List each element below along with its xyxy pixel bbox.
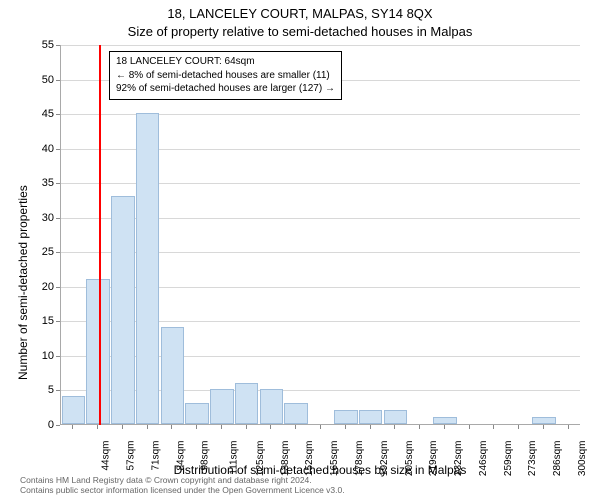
info-box-line: 18 LANCELEY COURT: 64sqm: [116, 55, 335, 69]
histogram-bar: [334, 410, 358, 424]
y-tick-mark: [56, 321, 60, 322]
x-tick-mark: [370, 425, 371, 429]
plot-area: 18 LANCELEY COURT: 64sqm← 8% of semi-det…: [60, 45, 580, 425]
footer: Contains HM Land Registry data © Crown c…: [20, 475, 345, 496]
x-tick-mark: [295, 425, 296, 429]
x-tick-mark: [493, 425, 494, 429]
histogram-bar: [62, 396, 86, 424]
y-tick-label: 40: [0, 143, 54, 155]
chart-title-line2: Size of property relative to semi-detach…: [0, 24, 600, 39]
x-tick-mark: [469, 425, 470, 429]
histogram-bar: [433, 417, 457, 424]
y-tick-label: 30: [0, 212, 54, 224]
x-tick-mark: [221, 425, 222, 429]
y-tick-mark: [56, 252, 60, 253]
y-tick-mark: [56, 425, 60, 426]
footer-line2: Contains public sector information licen…: [20, 485, 345, 496]
x-tick-mark: [568, 425, 569, 429]
y-tick-mark: [56, 80, 60, 81]
y-tick-label: 55: [0, 39, 54, 51]
histogram-bar: [210, 389, 234, 424]
x-tick-mark: [394, 425, 395, 429]
y-tick-label: 35: [0, 177, 54, 189]
y-tick-mark: [56, 218, 60, 219]
x-tick-mark: [147, 425, 148, 429]
x-tick-mark: [196, 425, 197, 429]
x-tick-mark: [518, 425, 519, 429]
histogram-bar: [284, 403, 308, 424]
y-tick-label: 0: [0, 419, 54, 431]
y-tick-label: 15: [0, 315, 54, 327]
x-tick-mark: [72, 425, 73, 429]
x-tick-mark: [419, 425, 420, 429]
x-tick-mark: [97, 425, 98, 429]
histogram-bar: [161, 327, 185, 424]
histogram-bar: [532, 417, 556, 424]
histogram-bar: [384, 410, 408, 424]
y-tick-mark: [56, 356, 60, 357]
y-tick-mark: [56, 149, 60, 150]
x-tick-mark: [246, 425, 247, 429]
footer-line1: Contains HM Land Registry data © Crown c…: [20, 475, 345, 486]
histogram-bar: [185, 403, 209, 424]
x-tick-mark: [270, 425, 271, 429]
histogram-bar: [235, 383, 259, 424]
y-tick-mark: [56, 390, 60, 391]
y-tick-label: 25: [0, 246, 54, 258]
histogram-bar: [111, 196, 135, 424]
info-box: 18 LANCELEY COURT: 64sqm← 8% of semi-det…: [109, 51, 342, 100]
y-tick-mark: [56, 287, 60, 288]
y-tick-label: 45: [0, 108, 54, 120]
info-box-line: ← 8% of semi-detached houses are smaller…: [116, 69, 335, 83]
x-tick-mark: [320, 425, 321, 429]
info-box-line: 92% of semi-detached houses are larger (…: [116, 82, 335, 96]
reference-line: [99, 45, 101, 425]
x-tick-mark: [444, 425, 445, 429]
y-tick-label: 50: [0, 74, 54, 86]
y-tick-mark: [56, 183, 60, 184]
chart-title-line1: 18, LANCELEY COURT, MALPAS, SY14 8QX: [0, 6, 600, 21]
histogram-bar: [359, 410, 383, 424]
y-tick-label: 5: [0, 384, 54, 396]
x-tick-mark: [543, 425, 544, 429]
y-tick-mark: [56, 114, 60, 115]
x-tick-mark: [345, 425, 346, 429]
x-tick-mark: [171, 425, 172, 429]
histogram-bar: [260, 389, 284, 424]
y-tick-label: 10: [0, 350, 54, 362]
y-tick-mark: [56, 45, 60, 46]
y-tick-label: 20: [0, 281, 54, 293]
x-tick-mark: [122, 425, 123, 429]
histogram-bar: [136, 113, 160, 424]
